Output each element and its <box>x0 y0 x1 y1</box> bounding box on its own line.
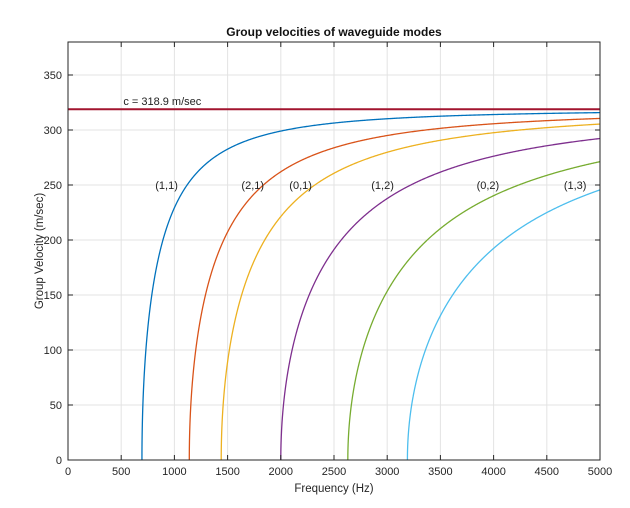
series-line-0-1 <box>220 123 601 460</box>
mode-label: (2,1) <box>241 180 264 192</box>
x-tick-label: 3000 <box>375 466 399 478</box>
x-tick-label: 4000 <box>481 466 505 478</box>
reference-line-label: c = 318.9 m/sec <box>123 96 201 108</box>
series-lines <box>141 111 601 460</box>
x-tick-label: 3500 <box>428 466 452 478</box>
series-line-2-1 <box>188 117 601 460</box>
mode-label: (1,2) <box>371 180 394 192</box>
y-axis-title: Group Velocity (m/sec) <box>34 193 46 309</box>
x-tick-label: 1000 <box>162 466 186 478</box>
y-tick-label: 100 <box>44 345 62 357</box>
y-tick-label: 350 <box>44 70 62 82</box>
chart-title: Group velocities of waveguide modes <box>226 25 442 39</box>
x-tick-label: 5000 <box>588 466 612 478</box>
x-axis-title: Frequency (Hz) <box>294 483 373 495</box>
y-tick-label: 150 <box>44 290 62 302</box>
axis-ticks: 0 500 1000 1500 2000 2500 3000 3500 4000 4500 5000… <box>44 42 612 478</box>
y-tick-label: 300 <box>44 125 62 137</box>
mode-label: (1,1) <box>155 180 178 192</box>
y-tick-label: 50 <box>50 400 62 412</box>
reference-line-group: c = 318.9 m/sec <box>68 96 600 111</box>
x-tick-label: 2000 <box>269 466 293 478</box>
x-tick-label: 500 <box>112 466 130 478</box>
x-tick-label: 1500 <box>215 466 239 478</box>
series-line-1-1 <box>141 111 601 460</box>
y-tick-label: 250 <box>44 180 62 192</box>
mode-label: (1,3) <box>564 180 587 192</box>
y-tick-label: 0 <box>56 455 62 467</box>
mode-labels: (1,1) (2,1) (0,1) (1,2) (0,2) (1,3) <box>155 180 586 192</box>
x-tick-label: 2500 <box>322 466 346 478</box>
mode-label: (0,2) <box>477 180 500 192</box>
mode-label: (0,1) <box>289 180 312 192</box>
x-tick-label: 0 <box>65 466 71 478</box>
series-line-1-2 <box>280 137 601 460</box>
y-tick-label: 200 <box>44 235 62 247</box>
series-line-1-3 <box>406 189 601 460</box>
series-line-0-2 <box>347 161 601 460</box>
x-tick-label: 4500 <box>535 466 559 478</box>
grid <box>68 42 600 460</box>
